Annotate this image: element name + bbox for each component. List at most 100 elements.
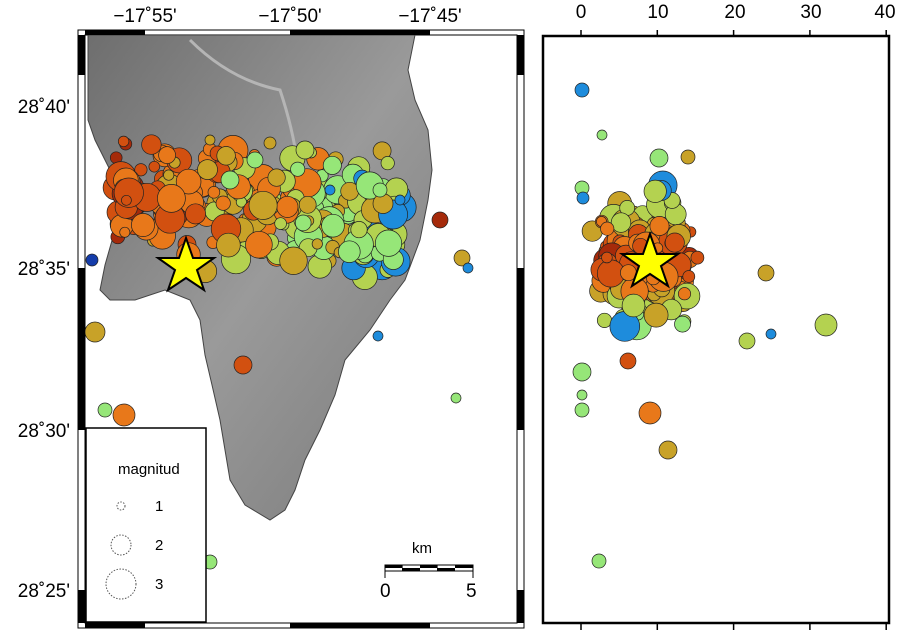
- legend-symbol-3: [105, 568, 137, 600]
- epicenter-point: [216, 146, 236, 166]
- epicenter-point: [374, 229, 403, 257]
- hypocenter-point: [621, 293, 646, 318]
- epicenter-point: [338, 240, 361, 263]
- mainshock-star: [154, 234, 218, 293]
- lon-label: −17˚50': [258, 6, 321, 27]
- epicenter-point: [276, 195, 299, 218]
- hypocenter-point: [596, 129, 608, 141]
- depth-axis-label: 10: [647, 2, 668, 23]
- epicenter-point: [207, 186, 221, 199]
- hypocenter-point: [574, 82, 590, 98]
- epicenter-point: [298, 195, 317, 214]
- epicenter-point: [380, 156, 395, 171]
- epicenter-point: [220, 170, 240, 190]
- lat-label: 28˚35': [18, 259, 70, 280]
- hypocenter-point: [610, 212, 632, 233]
- hypocenter-point: [757, 264, 775, 282]
- epicenter-point: [263, 136, 277, 150]
- epicenter-point: [248, 190, 278, 220]
- depth-axis-label: 20: [724, 2, 745, 23]
- legend-box: [85, 427, 207, 623]
- epicenter-point: [141, 134, 162, 155]
- hypocenter-point: [572, 362, 592, 382]
- epicenter-point: [267, 168, 286, 187]
- hypocenter-point: [680, 149, 696, 165]
- depth-panel: [541, 34, 891, 625]
- lat-label: 28˚30': [18, 421, 70, 442]
- epicenter-point: [350, 221, 368, 239]
- epicenter-point: [157, 184, 186, 213]
- legend-title: magnitud: [118, 461, 180, 478]
- epicenter-point: [131, 213, 155, 237]
- scale-start: 0: [380, 581, 391, 602]
- epicenter-point: [311, 238, 323, 250]
- epicenter-point: [321, 213, 345, 238]
- epicenter-point: [119, 226, 131, 238]
- hypocenter-point: [677, 287, 692, 301]
- epicenter-point: [245, 230, 273, 259]
- epicenter-point: [394, 194, 406, 206]
- epicenter-point: [295, 140, 315, 160]
- epicenter-point: [85, 253, 99, 267]
- depth-mainshock-star: [618, 230, 682, 289]
- hypocenter-point: [765, 328, 777, 340]
- hypocenter-point: [596, 312, 613, 328]
- hypocenter-point: [690, 250, 705, 265]
- epicenter-point: [322, 155, 342, 175]
- epicenter-point: [462, 262, 474, 274]
- epicenter-point: [158, 146, 176, 164]
- depth-axis: [580, 30, 887, 630]
- legend-label-1: 1: [155, 498, 163, 515]
- depth-axis-label: 40: [874, 2, 895, 23]
- epicenter-point: [215, 195, 231, 211]
- epicenter-point: [163, 169, 175, 181]
- epicenter-point: [134, 163, 148, 177]
- epicenter-point: [431, 211, 449, 229]
- epicenter-point: [204, 134, 216, 146]
- epicenter-point: [112, 403, 136, 427]
- lat-label: 28˚25': [18, 581, 70, 602]
- epicenter-point: [324, 184, 336, 196]
- depth-axis-label: 30: [800, 2, 821, 23]
- hypocenter-point: [601, 251, 613, 264]
- epicenter-point: [279, 246, 308, 275]
- hypocenter-point: [664, 232, 685, 253]
- epicenter-point: [450, 392, 462, 404]
- hypocenter-point: [638, 401, 662, 425]
- hypocenter-point: [576, 389, 588, 401]
- epicenter-point: [290, 161, 306, 177]
- hypocenter-point: [643, 302, 669, 328]
- legend-label-2: 2: [155, 537, 163, 554]
- epicenter-point: [372, 330, 384, 342]
- lon-label: −17˚55': [113, 6, 176, 27]
- epicenter-point: [175, 168, 202, 195]
- hypocenter-point: [574, 402, 590, 418]
- epicenter-point: [216, 232, 241, 258]
- scale-unit: km: [412, 540, 432, 557]
- epicenter-point: [372, 182, 388, 198]
- epicenter-point: [85, 321, 106, 343]
- legend-symbol-1: [116, 501, 126, 511]
- hypocenter-point: [619, 352, 637, 370]
- hypocenter-point: [600, 221, 615, 236]
- scale-end: 5: [466, 581, 477, 602]
- epicenter-point: [197, 159, 218, 180]
- depth-axis-label: 0: [576, 2, 587, 23]
- hypocenter-point: [643, 179, 667, 203]
- map-epicenters: [85, 134, 474, 570]
- epicenter-point: [185, 203, 206, 225]
- epicenter-point: [233, 355, 253, 375]
- hypocenter-point: [738, 332, 756, 350]
- frame-checker: [78, 30, 524, 628]
- hypocenter-point: [682, 270, 696, 283]
- legend-label-3: 3: [155, 576, 163, 593]
- hypocenter-point: [576, 191, 590, 205]
- scale-bar: [384, 564, 474, 578]
- legend-symbol-2: [110, 534, 132, 556]
- hypocenter-point: [649, 216, 670, 236]
- epicenter-point: [453, 249, 471, 267]
- epicenter-point: [97, 402, 113, 418]
- hypocenter-point: [591, 553, 607, 569]
- epicenter-point: [117, 135, 130, 148]
